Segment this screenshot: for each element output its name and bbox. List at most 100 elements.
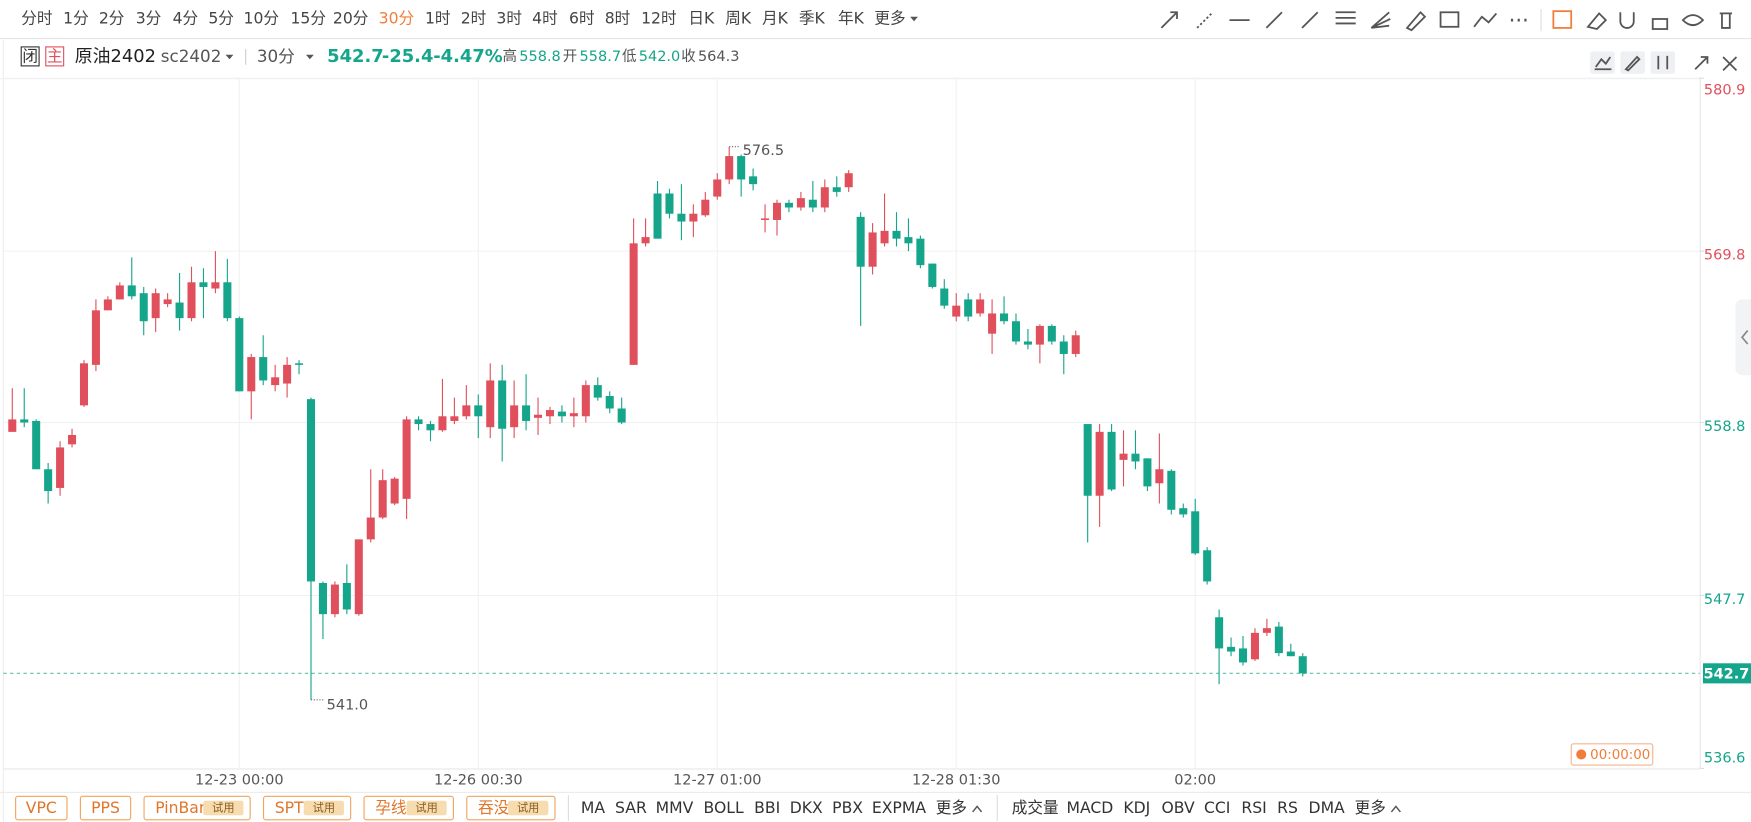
more-periods[interactable]: 更多	[874, 8, 905, 27]
candle-body	[940, 288, 949, 306]
image-tool[interactable]	[1439, 11, 1460, 28]
sub-indicator[interactable]: RSI	[1241, 798, 1266, 817]
indicator-button[interactable]	[1590, 51, 1615, 74]
pattern-button[interactable]	[79, 795, 132, 821]
fib-tool[interactable]	[1335, 11, 1356, 25]
close-button[interactable]	[1722, 56, 1738, 71]
period-button[interactable]: 10分	[244, 8, 280, 27]
instrument-code[interactable]: sc2402	[161, 46, 222, 66]
more-main[interactable]: 更多	[936, 798, 967, 817]
period-button[interactable]: 6时	[569, 8, 595, 27]
candle-button[interactable]	[1650, 51, 1676, 74]
period-button[interactable]: 30分	[379, 8, 415, 27]
period-button[interactable]: 8时	[605, 8, 631, 27]
fan-tool[interactable]	[1370, 11, 1391, 29]
eraser-tool[interactable]	[1586, 12, 1608, 31]
sub-indicator[interactable]: RS	[1277, 798, 1298, 817]
main-indicator[interactable]: PBX	[832, 798, 863, 817]
candle-body	[928, 263, 937, 287]
side-panel-tab[interactable]	[1735, 299, 1751, 376]
dropdown-caret[interactable]	[910, 16, 918, 22]
candle-body	[534, 414, 543, 418]
sub-indicator[interactable]: OBV	[1162, 798, 1196, 817]
pattern-name[interactable]: 吞没	[478, 798, 510, 817]
candle-body	[988, 313, 997, 334]
trial-badge-label: 试用	[517, 802, 539, 815]
caret-up[interactable]	[1390, 805, 1401, 813]
fullscreen-button[interactable]	[1694, 56, 1709, 70]
period-button[interactable]: 20分	[333, 8, 369, 27]
wave-tool[interactable]	[1473, 12, 1498, 28]
candle-body	[1203, 550, 1212, 582]
period-button[interactable]: 3时	[496, 8, 522, 27]
period-button[interactable]: 月K	[762, 8, 789, 27]
arrow-tool[interactable]	[1160, 11, 1178, 29]
period-button[interactable]: 1时	[425, 8, 451, 27]
more-sub[interactable]: 更多	[1355, 798, 1386, 817]
segment-tool[interactable]	[1265, 11, 1283, 29]
magnet-tool[interactable]	[1619, 12, 1635, 29]
period-button[interactable]: 2时	[461, 8, 487, 27]
dropdown-caret[interactable]	[225, 54, 234, 60]
sub-indicator[interactable]: CCI	[1204, 798, 1230, 817]
period-button[interactable]: 4分	[173, 8, 199, 27]
pattern-name[interactable]: VPC	[26, 798, 57, 817]
visibility-tool[interactable]	[1681, 14, 1705, 27]
side-panel-arrow[interactable]	[1740, 330, 1749, 345]
candle-body	[832, 187, 841, 192]
period-selector[interactable]: 30分	[257, 46, 295, 66]
trend-tool[interactable]	[1301, 11, 1319, 29]
sub-indicator[interactable]: 成交量	[1012, 798, 1059, 817]
period-button[interactable]: 季K	[799, 8, 826, 27]
period-button[interactable]: 2分	[99, 8, 125, 27]
main-indicator[interactable]: MMV	[656, 798, 694, 817]
brush-tool[interactable]	[1405, 10, 1427, 32]
period-button[interactable]: 3分	[136, 8, 162, 27]
caret-up[interactable]	[972, 805, 983, 813]
period-button[interactable]: 1分	[63, 8, 89, 27]
pattern-name[interactable]: 孕线	[375, 798, 407, 817]
main-indicator[interactable]: BBI	[754, 798, 780, 817]
period-button[interactable]: 年K	[838, 8, 865, 27]
drawing-tools[interactable]	[1160, 8, 1733, 32]
candle-body	[1131, 453, 1140, 462]
candle-body	[151, 293, 160, 319]
candle-body	[1298, 656, 1307, 674]
delete-tool[interactable]	[1719, 12, 1733, 29]
sub-indicator[interactable]: MACD	[1066, 798, 1113, 817]
period-button[interactable]: 15分	[290, 8, 326, 27]
sub-indicator[interactable]: KDJ	[1123, 798, 1150, 817]
period-button[interactable]: 日K	[688, 8, 715, 27]
lock-tool[interactable]	[1651, 18, 1669, 30]
open-value: 558.7	[580, 49, 622, 65]
candle-body	[522, 405, 531, 421]
candle-body	[713, 179, 722, 197]
max-label: 576.5	[743, 143, 785, 159]
ray-tool[interactable]	[1196, 11, 1214, 29]
y-tick-label: 569.8	[1704, 248, 1746, 264]
candle-body	[868, 232, 877, 267]
pattern-name[interactable]: PinBar	[155, 798, 206, 817]
chart-controls[interactable]	[1590, 51, 1738, 74]
sub-indicator[interactable]: DMA	[1309, 798, 1346, 817]
x-tick-label: 12-28 01:30	[912, 773, 1001, 789]
pattern-name[interactable]: PPS	[91, 798, 120, 817]
candle-body	[1215, 617, 1224, 649]
instrument-name[interactable]: 原油2402	[75, 46, 156, 67]
dropdown-caret[interactable]	[305, 54, 314, 60]
trial-badge-label: 试用	[415, 802, 437, 815]
period-button[interactable]: 12时	[641, 8, 677, 27]
main-indicator[interactable]: SAR	[615, 798, 647, 817]
main-indicator[interactable]: DKX	[790, 798, 823, 817]
main-indicator[interactable]: MA	[581, 798, 605, 817]
period-button[interactable]: 5分	[208, 8, 234, 27]
candle-body	[354, 539, 363, 615]
period-button[interactable]: 周K	[725, 8, 752, 27]
period-button[interactable]: 分时	[21, 8, 53, 27]
draw-toggle[interactable]	[1552, 10, 1573, 29]
main-indicator[interactable]: EXPMA	[872, 798, 926, 817]
pattern-button[interactable]	[15, 795, 68, 821]
main-indicator[interactable]: BOLL	[704, 798, 744, 817]
period-button[interactable]: 4时	[532, 8, 558, 27]
pattern-name[interactable]: SPT	[275, 798, 304, 817]
